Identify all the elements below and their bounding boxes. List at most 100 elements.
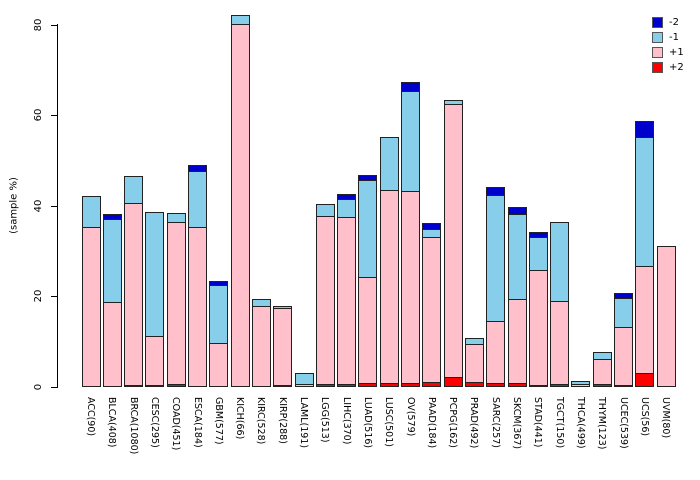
segment--1	[337, 199, 357, 218]
segment-+1	[656, 246, 676, 387]
segment-+1	[166, 221, 186, 384]
bar-uvm	[656, 246, 676, 387]
bar-lusc	[379, 137, 399, 387]
bar-kirc	[251, 298, 271, 387]
segment--1	[528, 236, 548, 271]
segment-+1	[507, 298, 527, 384]
bar-kich	[230, 15, 250, 387]
bar-cesc	[145, 211, 165, 387]
legend-item-plus1: +1	[652, 47, 684, 58]
segment-+1	[230, 23, 250, 387]
segment--1	[401, 91, 420, 192]
segment-+2	[507, 383, 527, 387]
legend-swatch	[652, 17, 663, 28]
segment-+1	[486, 321, 506, 384]
segment--1	[145, 211, 165, 337]
x-tick-label: BLCA(408)	[106, 397, 118, 448]
y-axis-line	[57, 24, 58, 388]
bar-stad	[528, 231, 548, 387]
x-tick-label: THYM(123)	[596, 397, 608, 450]
segment--2	[635, 120, 655, 138]
x-tick-label: CESC(295)	[149, 397, 161, 448]
segment-+1	[528, 270, 548, 385]
x-tick-label: GBM(577)	[213, 397, 225, 445]
segment--1	[124, 175, 144, 203]
legend-item-minus1: -1	[652, 32, 684, 43]
y-tick-mark	[51, 205, 57, 207]
segment-+2	[422, 381, 442, 387]
segment--1	[507, 214, 527, 299]
segment--2	[614, 292, 633, 299]
y-tick-mark	[51, 115, 57, 117]
y-tick-label: 0	[32, 383, 44, 391]
bar-esca	[188, 165, 207, 387]
x-tick-label: KIRP(288)	[277, 397, 289, 444]
bar-skcm	[507, 207, 527, 387]
segment-+2	[486, 383, 506, 387]
x-tick-label: LAML(191)	[298, 397, 310, 449]
segment--2	[507, 207, 527, 215]
segment--1	[166, 213, 186, 222]
segment-+1	[614, 326, 633, 385]
segment--1	[443, 99, 463, 105]
segment-+2	[358, 382, 378, 387]
segment-+1	[443, 104, 463, 377]
x-tick-label: KIRC(528)	[255, 397, 267, 445]
x-tick-label: KICH(66)	[234, 397, 246, 440]
x-tick-label: THCA(499)	[575, 397, 587, 449]
segment-+1	[81, 226, 101, 387]
segment-+2	[592, 384, 612, 387]
x-tick-label: UCS(56)	[639, 397, 651, 437]
y-tick-label: 60	[32, 108, 44, 122]
bar-lihc	[337, 194, 357, 387]
segment--1	[571, 381, 591, 384]
segment--1	[251, 298, 271, 307]
bar-acc	[81, 196, 101, 387]
x-tick-label: BRCA(1080)	[128, 397, 140, 455]
bar-gbm	[209, 281, 229, 387]
y-tick-label: 80	[32, 18, 44, 31]
segment--2	[422, 223, 442, 229]
bar-thca	[571, 381, 591, 387]
segment-+1	[273, 308, 293, 385]
segment-+2	[401, 383, 420, 387]
x-tick-label: LUSC(501)	[383, 397, 395, 447]
segment-+2	[635, 372, 655, 387]
segment--2	[528, 231, 548, 237]
x-tick-label: ESCA(184)	[192, 397, 203, 448]
x-tick-label: SKCM(367)	[511, 397, 523, 450]
segment-+1	[571, 383, 591, 387]
segment-+2	[273, 385, 293, 387]
segment--1	[273, 306, 293, 308]
segment--1	[315, 204, 335, 217]
x-tick-label: COAD(451)	[170, 397, 182, 451]
segment-+1	[592, 358, 612, 385]
bar-blca	[102, 214, 122, 387]
legend-item-plus2: +2	[652, 62, 684, 73]
legend-label: +1	[669, 47, 684, 58]
bar-thym	[592, 351, 612, 387]
segment--1	[486, 195, 506, 322]
segment--2	[337, 194, 357, 200]
y-tick-mark	[51, 296, 57, 298]
segment-+1	[209, 343, 229, 387]
segment-+2	[379, 382, 399, 387]
bar-brca	[124, 175, 144, 387]
x-tick-label: UCEC(539)	[618, 397, 629, 449]
x-tick-label: LIHC(370)	[341, 397, 353, 445]
segment-+2	[614, 385, 633, 387]
y-axis-title: (sample %)	[8, 177, 20, 234]
segment--1	[188, 171, 207, 227]
x-tick-label: PRAD(492)	[468, 397, 480, 449]
segment-+1	[294, 384, 314, 387]
segment--1	[294, 373, 314, 385]
legend-label: -1	[669, 32, 679, 43]
segment--1	[81, 196, 101, 227]
segment--1	[550, 222, 570, 301]
segment-+1	[550, 300, 570, 385]
y-tick-mark	[51, 387, 57, 388]
segment--1	[230, 15, 250, 24]
segment-+1	[337, 217, 357, 384]
legend-swatch	[652, 32, 663, 43]
bar-coad	[166, 213, 186, 387]
